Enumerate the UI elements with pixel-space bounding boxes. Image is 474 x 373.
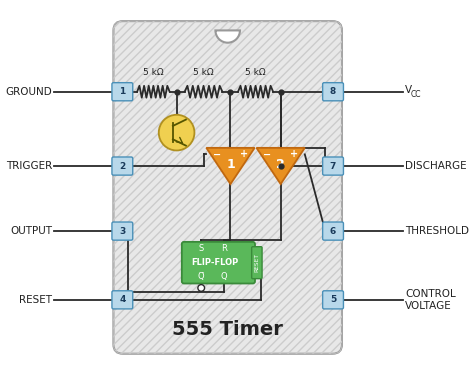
Text: 7: 7 <box>330 162 336 170</box>
Text: 555 Timer: 555 Timer <box>172 320 283 339</box>
Text: 5 kΩ: 5 kΩ <box>143 68 164 77</box>
Circle shape <box>159 115 194 150</box>
Text: THRESHOLD: THRESHOLD <box>405 226 469 236</box>
Text: RESET: RESET <box>255 253 259 272</box>
FancyBboxPatch shape <box>323 157 344 175</box>
FancyBboxPatch shape <box>112 83 133 101</box>
Polygon shape <box>256 148 305 184</box>
Text: S: S <box>199 244 204 253</box>
Wedge shape <box>215 31 240 43</box>
Text: +: + <box>240 149 248 159</box>
Text: 4: 4 <box>119 295 126 304</box>
Text: CC: CC <box>410 90 421 99</box>
Text: Q̅: Q̅ <box>198 272 205 280</box>
FancyBboxPatch shape <box>323 222 344 240</box>
Text: R: R <box>221 244 227 253</box>
Polygon shape <box>206 148 255 184</box>
Text: FLIP-FLOP: FLIP-FLOP <box>191 258 238 267</box>
Text: −: − <box>213 149 221 159</box>
Text: 6: 6 <box>330 226 336 236</box>
Text: TRIGGER: TRIGGER <box>6 161 52 171</box>
Text: RESET: RESET <box>19 295 52 305</box>
Text: 2: 2 <box>276 158 285 171</box>
FancyBboxPatch shape <box>112 222 133 240</box>
Circle shape <box>198 285 205 291</box>
Text: 5 kΩ: 5 kΩ <box>245 68 266 77</box>
FancyBboxPatch shape <box>113 21 342 354</box>
FancyBboxPatch shape <box>112 157 133 175</box>
Text: 5 kΩ: 5 kΩ <box>193 68 214 77</box>
Text: CONTROL
VOLTAGE: CONTROL VOLTAGE <box>405 289 456 311</box>
Text: DISCHARGE: DISCHARGE <box>405 161 467 171</box>
Text: Q: Q <box>220 272 227 280</box>
Text: V: V <box>405 85 412 95</box>
FancyBboxPatch shape <box>252 247 262 279</box>
Text: 2: 2 <box>119 162 126 170</box>
Text: 1: 1 <box>119 87 126 96</box>
FancyBboxPatch shape <box>323 291 344 309</box>
Text: 5: 5 <box>330 295 336 304</box>
Text: GROUND: GROUND <box>5 87 52 97</box>
Text: 8: 8 <box>330 87 336 96</box>
FancyBboxPatch shape <box>182 242 255 283</box>
FancyBboxPatch shape <box>323 83 344 101</box>
Text: +: + <box>290 149 298 159</box>
Text: 1: 1 <box>226 158 235 171</box>
Text: OUTPUT: OUTPUT <box>10 226 52 236</box>
Text: −: − <box>263 149 272 159</box>
Text: 3: 3 <box>119 226 126 236</box>
FancyBboxPatch shape <box>112 291 133 309</box>
